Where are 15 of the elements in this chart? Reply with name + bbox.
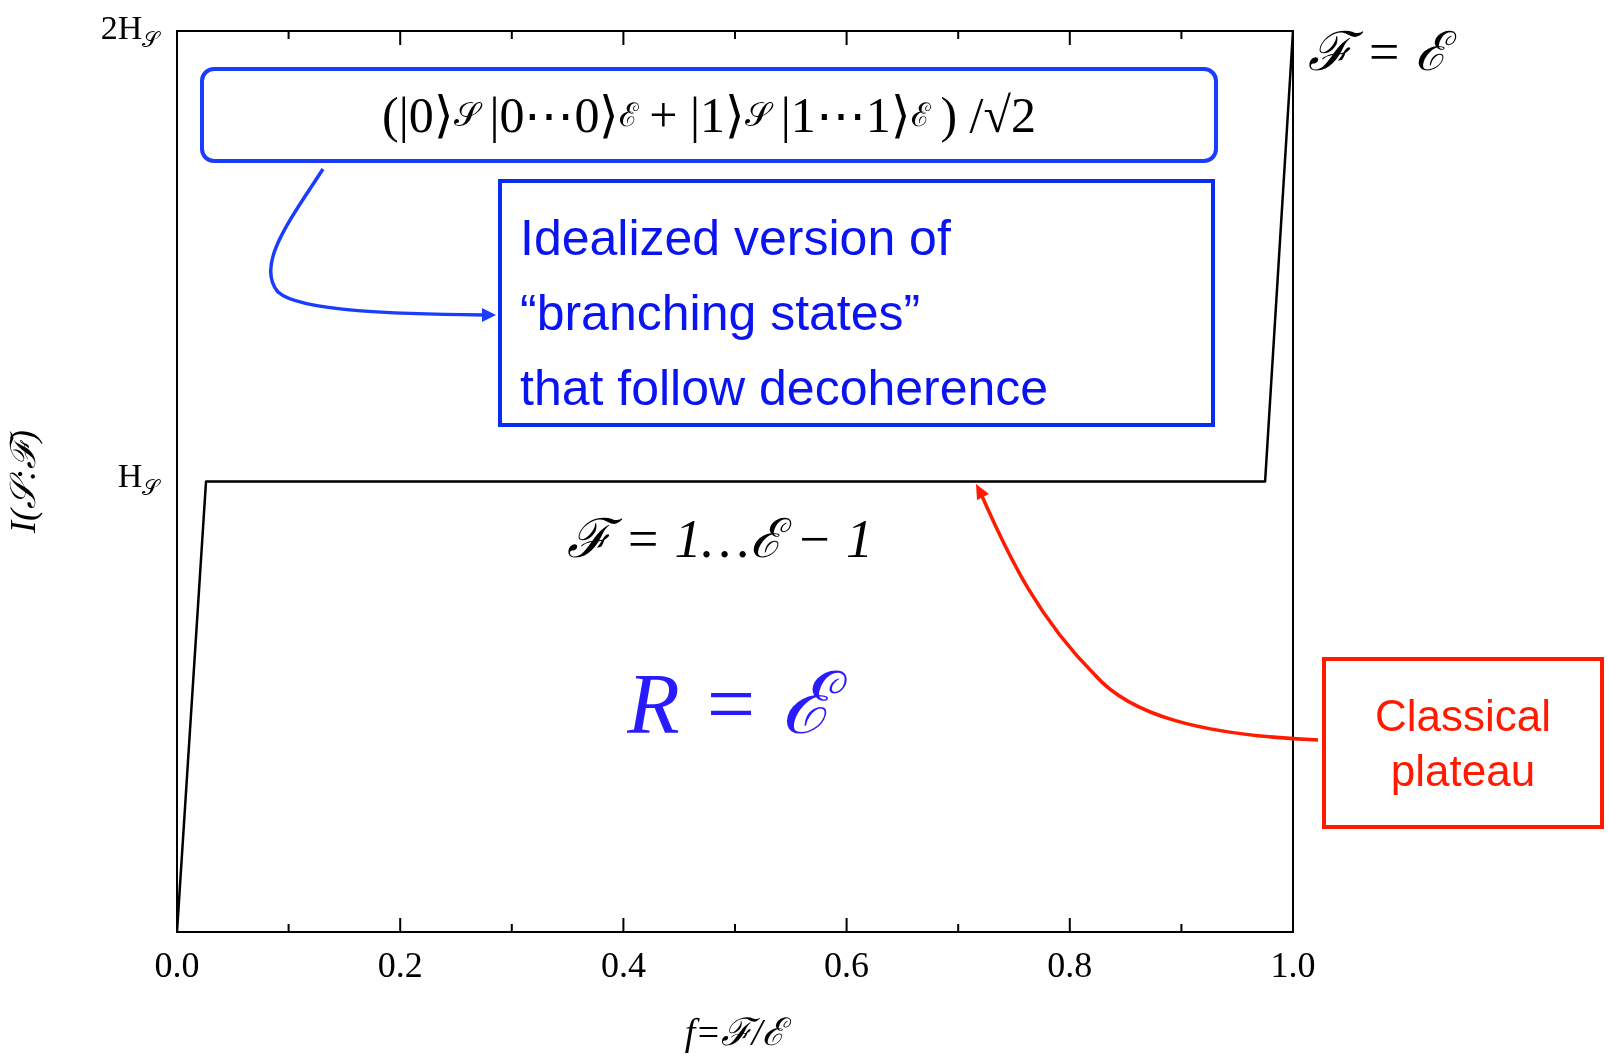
x-tick-label: 0.4	[600, 945, 646, 986]
x-tick-label: 0.0	[154, 945, 200, 986]
x-tick-label: 0.6	[824, 945, 870, 986]
text: ℱ = ℰ	[1308, 21, 1458, 82]
y-axis-title: I(𝒮:ℱ)	[3, 430, 44, 534]
annotation: Idealized version of “branching states” that follow decoherence	[498, 179, 1215, 427]
x-tick-label: 1.0	[1270, 945, 1316, 986]
text: H$_{𝒮}$	[116, 456, 162, 502]
text: 2H$_{𝒮}$	[99, 8, 162, 54]
text: Classical plateau	[1322, 657, 1604, 829]
x-tick-label: 0.8	[1047, 945, 1093, 986]
annotation: R = ℰ	[626, 655, 848, 755]
annotation: ℱ = 1…ℰ − 1	[566, 508, 874, 572]
x-tick-label: 0.2	[377, 945, 423, 986]
x-axis-title: f=ℱ/ℰ	[684, 1011, 793, 1054]
